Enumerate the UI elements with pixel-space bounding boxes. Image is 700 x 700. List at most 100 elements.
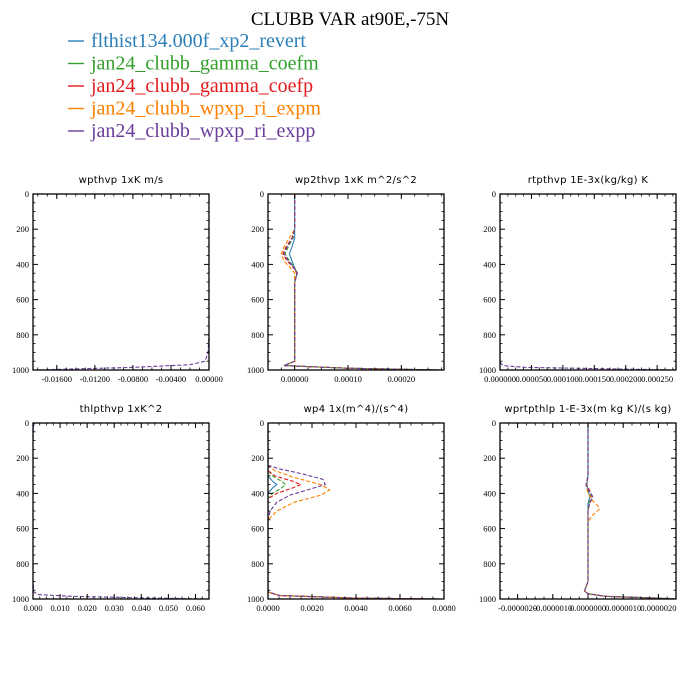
- ytick-label-0-5: 1000: [12, 365, 29, 375]
- ytick-label-0-4: 800: [16, 330, 29, 340]
- ytick-label-5-5: 1000: [479, 594, 496, 604]
- xtick-label-4-3: 0.0060: [388, 603, 411, 613]
- series-line-1-1: [283, 194, 439, 370]
- xtick-label-0-2: -0.00800: [118, 374, 148, 384]
- xtick-label-4-4: 0.0080: [432, 603, 455, 613]
- series-group-5: [583, 423, 676, 599]
- series-line-5-4: [583, 423, 676, 599]
- ytick-label-5-1: 200: [483, 453, 496, 463]
- xtick-label-0-0: -0.01600: [42, 374, 72, 384]
- ytick-label-1-5: 1000: [247, 365, 264, 375]
- xtick-label-0-3: -0.00400: [156, 374, 186, 384]
- xtick-label-5-0: -0.0000020: [498, 603, 537, 613]
- xtick-label-1-2: 0.00020: [388, 374, 416, 384]
- legend-entry-3: jan24_clubb_wpxp_ri_expm: [90, 98, 321, 120]
- ytick-label-4-3: 600: [251, 524, 264, 534]
- series-line-2-0: [500, 194, 676, 370]
- series-group-4: [268, 423, 444, 599]
- series-group-1: [280, 194, 444, 370]
- ytick-label-4-5: 1000: [247, 594, 264, 604]
- xtick-label-3-2: 0.020: [78, 603, 97, 613]
- xtick-label-4-2: 0.0040: [344, 603, 367, 613]
- panel-1: wp2thvp 1xK m^2/s^2 0 200 400 600 800 1000 0.00…: [247, 175, 445, 384]
- ytick-label-5-4: 800: [483, 559, 496, 569]
- xtick-label-5-3: 0.0000010: [605, 603, 641, 613]
- ytick-label-1-4: 800: [251, 330, 264, 340]
- series-line-1-0: [283, 194, 444, 370]
- ytick-label-0-2: 400: [16, 259, 29, 269]
- ytick-label-4-0: 0: [260, 418, 264, 428]
- ytick-label-3-1: 200: [16, 453, 29, 463]
- plot-frame-2: [499, 193, 677, 371]
- xtick-label-5-1: -0.0000010: [533, 603, 572, 613]
- panel-title-4: wp4 1x(m^4)/(s^4): [304, 404, 409, 415]
- panel-2: rtpthvp 1E-3x(kg/kg) K020040060080010000…: [479, 175, 677, 384]
- plot-frame-4: [267, 422, 445, 600]
- ytick-label-1-0: 0: [260, 189, 264, 199]
- ytick-label-2-5: 1000: [479, 365, 496, 375]
- legend-entry-0: flthist134.000f_xp2_revert: [91, 30, 306, 52]
- xtick-label-3-6: 0.060: [186, 603, 205, 613]
- xtick-label-2-2: 0.000100: [547, 374, 579, 384]
- xtick-label-2-1: 0.000050: [515, 374, 547, 384]
- xtick-label-1-1: 0.00010: [334, 374, 362, 384]
- ytick-label-3-4: 800: [16, 559, 29, 569]
- series-line-4-3: [268, 423, 438, 599]
- xtick-label-3-4: 0.040: [132, 603, 151, 613]
- ytick-label-0-3: 600: [16, 295, 29, 305]
- series-line-0-0: [37, 194, 209, 370]
- series-line-4-0: [268, 423, 444, 599]
- plot-frame-3: [32, 422, 210, 600]
- ytick-label-1-1: 200: [251, 224, 264, 234]
- ytick-label-0-1: 200: [16, 224, 29, 234]
- legend-entry-4: jan24_clubb_wpxp_ri_expp: [90, 120, 315, 142]
- xtick-label-2-3: 0.000150: [578, 374, 610, 384]
- xtick-label-5-2: 0.0000000: [570, 603, 606, 613]
- ytick-label-3-5: 1000: [12, 594, 29, 604]
- xtick-label-3-0: 0.000: [23, 603, 42, 613]
- xtick-label-0-4: 0.00000: [195, 374, 223, 384]
- ytick-label-1-3: 600: [251, 295, 264, 305]
- xtick-label-1-0: 0.00000: [281, 374, 309, 384]
- panels: wpthvp 1xK m/s02004006008001000-0.01600-…: [12, 175, 677, 613]
- xtick-label-2-4: 0.000200: [610, 374, 642, 384]
- legend-entry-2: jan24_clubb_gamma_coefp: [90, 75, 313, 97]
- xtick-label-3-3: 0.030: [105, 603, 124, 613]
- series-line-1-3: [280, 194, 434, 370]
- panel-0: wpthvp 1xK m/s02004006008001000-0.01600-…: [12, 175, 223, 384]
- ytick-label-3-3: 600: [16, 524, 29, 534]
- panel-4: wp4 1x(m^4)/(s^4) 0 200 400 600 800 10000.0000…: [247, 404, 456, 613]
- figure-title: CLUBB VAR at90E,-75N: [251, 9, 450, 30]
- xtick-label-0-1: -0.01200: [80, 374, 110, 384]
- panel-5: wprtpthlp 1-E-3x(m kg K)/(s kg) 0 200 400 60…: [479, 404, 677, 613]
- xtick-label-3-5: 0.050: [159, 603, 178, 613]
- series-line-5-2: [583, 423, 676, 599]
- xtick-label-4-1: 0.0020: [300, 603, 323, 613]
- series-line-5-1: [583, 423, 676, 599]
- legend: flthist134.000f_xp2_revert jan24_clubb_ga…: [68, 30, 321, 142]
- series-line-3-0: [33, 423, 209, 599]
- series-group-0: [37, 194, 209, 370]
- series-line-1-4: [283, 194, 439, 370]
- series-line-4-1: [268, 423, 442, 599]
- ytick-label-2-4: 800: [483, 330, 496, 340]
- panel-title-3: thlpthvp 1xK^2: [80, 404, 163, 415]
- series-line-5-0: [583, 423, 676, 599]
- xtick-label-2-5: 0.000250: [641, 374, 673, 384]
- ytick-label-3-2: 400: [16, 488, 29, 498]
- xtick-label-3-1: 0.010: [51, 603, 70, 613]
- series-line-4-2: [268, 423, 440, 599]
- ytick-label-5-3: 600: [483, 524, 496, 534]
- xtick-label-4-0: 0.0000: [256, 603, 279, 613]
- ytick-label-2-3: 600: [483, 295, 496, 305]
- ytick-label-1-2: 400: [251, 259, 264, 269]
- xtick-label-5-4: 0.0000020: [640, 603, 676, 613]
- panel-title-2: rtpthvp 1E-3x(kg/kg) K: [528, 175, 649, 186]
- ytick-label-4-1: 200: [251, 453, 264, 463]
- ytick-label-2-2: 400: [483, 259, 496, 269]
- ytick-label-5-2: 400: [483, 488, 496, 498]
- panel-title-5: wprtpthlp 1-E-3x(m kg K)/(s kg): [504, 404, 671, 415]
- panel-title-0: wpthvp 1xK m/s: [79, 175, 164, 186]
- ytick-label-2-1: 200: [483, 224, 496, 234]
